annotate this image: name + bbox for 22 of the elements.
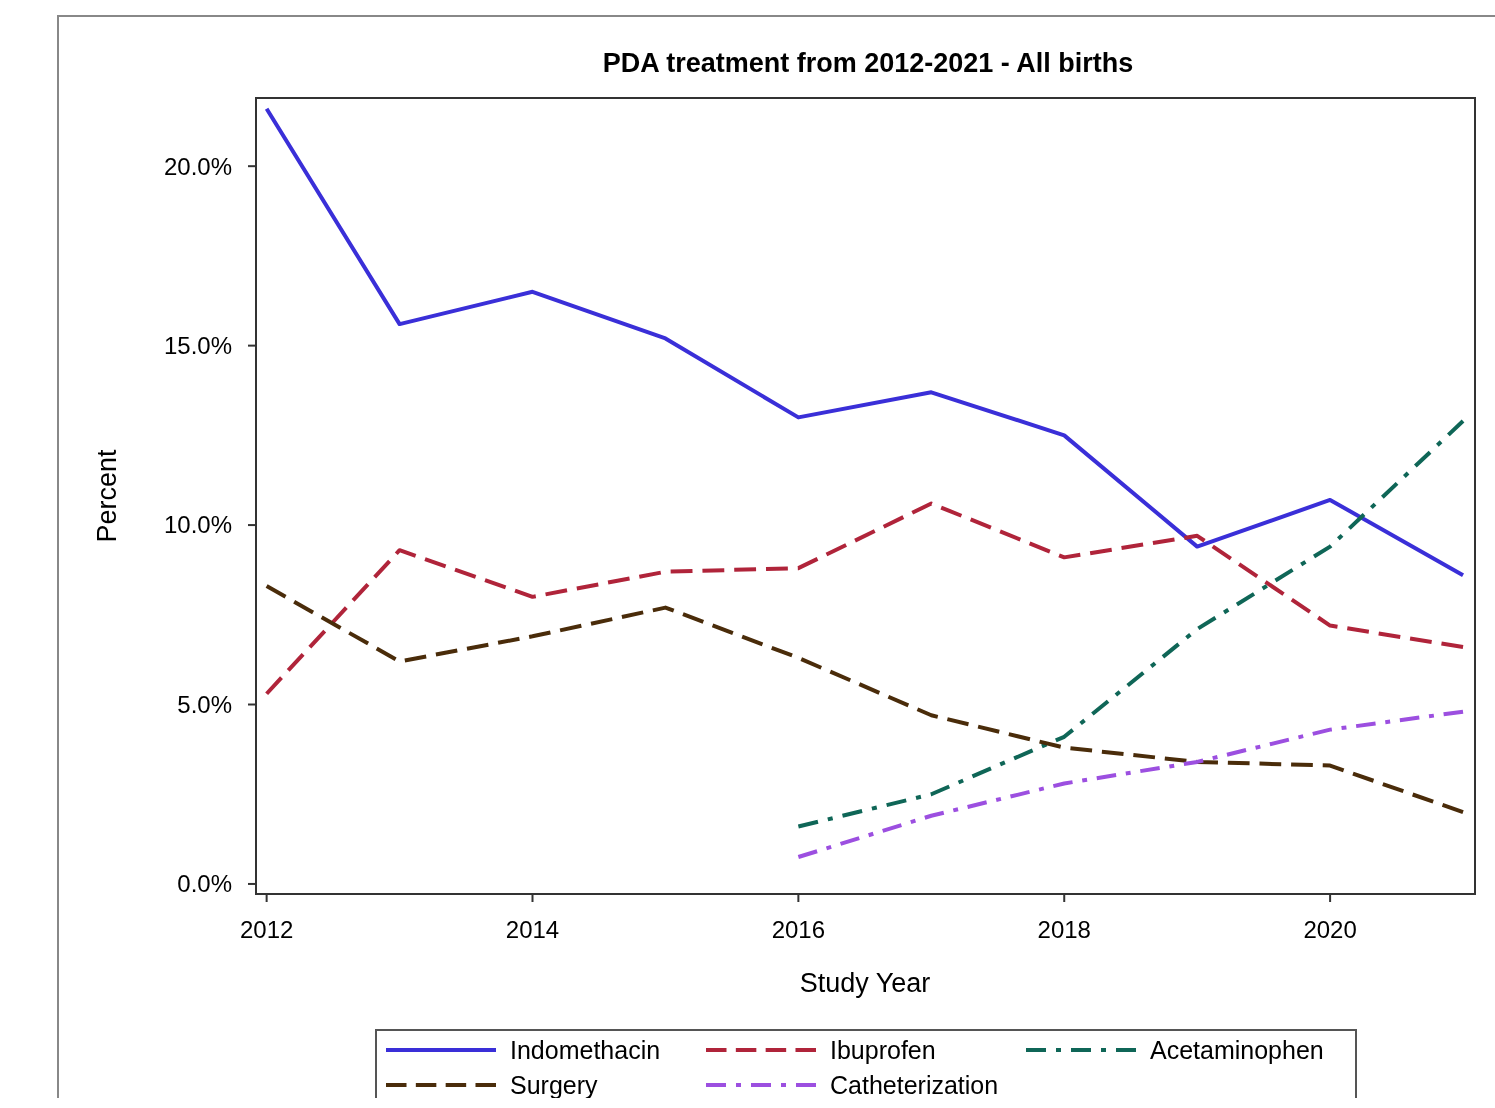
line-series [264,584,1466,815]
x-tick-label: 2016 [771,916,826,943]
x-tick-label: 2012 [239,916,294,943]
legend-label: Indomethacin [510,1035,661,1064]
y-tick-label: 5.0% [177,690,232,718]
x-axis-title: Study Year [799,968,931,998]
chart-title: PDA treatment from 2012-2021 - All births [602,48,1134,78]
line-series [796,709,1466,860]
x-tick-label: 2018 [1037,916,1091,943]
legend-label: Ibuprofen [830,1035,936,1064]
line-series [264,501,1466,696]
x-tick-label: 2020 [1303,916,1357,943]
y-tick-label: 15.0% [163,332,232,360]
line-series [264,106,1466,578]
y-axis-title: Percent [92,448,122,543]
legend-label: Catheterization [830,1070,999,1099]
x-tick-label: 2014 [505,916,560,943]
line-series [796,418,1466,829]
y-tick-label: 0.0% [177,870,232,898]
legend-label: Acetaminophen [1150,1035,1324,1064]
y-tick-label: 20.0% [163,152,232,180]
y-tick-label: 10.0% [163,511,232,539]
